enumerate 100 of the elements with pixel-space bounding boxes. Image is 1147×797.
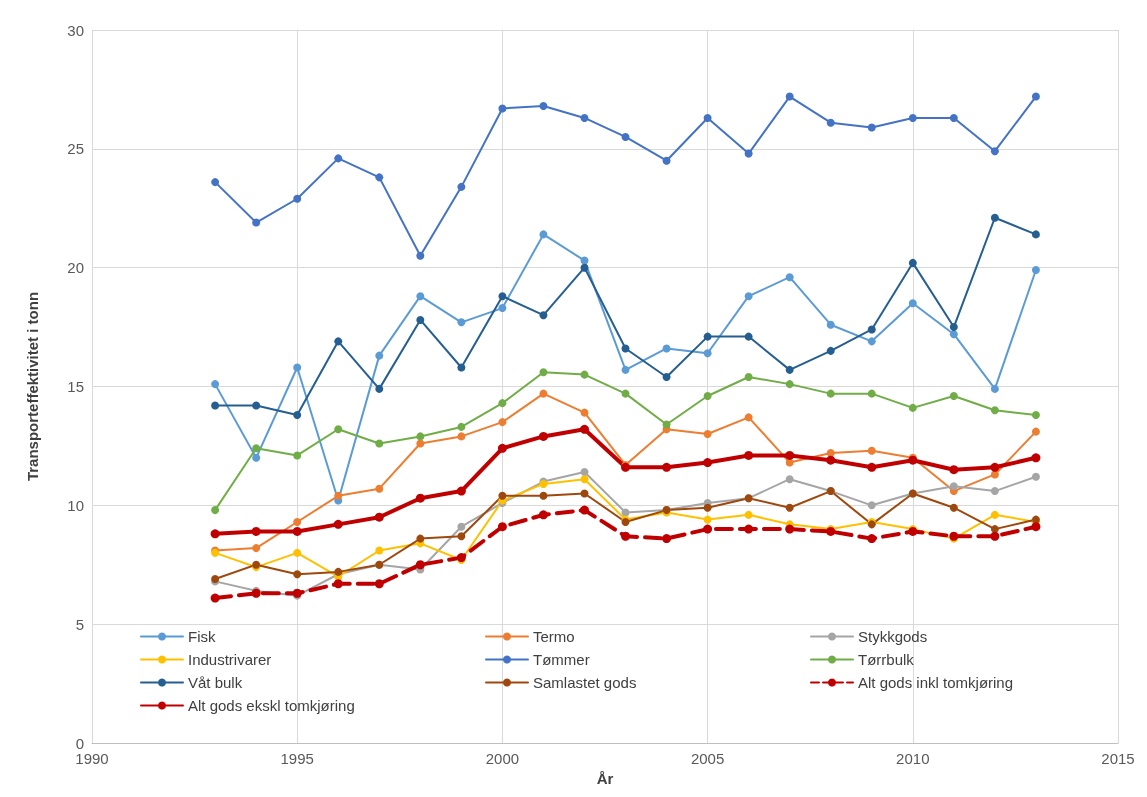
point [826,320,835,329]
point [867,325,876,334]
point [457,182,466,191]
point [662,420,671,429]
point [990,510,999,519]
point [375,351,384,360]
point [826,389,835,398]
point [990,487,999,496]
point [211,178,220,187]
x-tick-label: 2000 [485,750,520,767]
point [908,113,917,122]
legend-label: Alt gods ekskl tomkjøring [188,697,355,714]
point [415,493,425,503]
point [867,389,876,398]
point [375,484,384,493]
point [867,501,876,510]
point [1031,411,1040,420]
point [744,450,754,460]
point [990,406,999,415]
point [662,462,672,472]
point [703,430,712,439]
point [990,525,999,534]
point [580,256,589,265]
point [457,522,466,531]
point [1031,266,1040,275]
point [744,510,753,519]
y-tick-label: 20 [67,259,84,277]
point [539,389,548,398]
point [334,425,343,434]
point [1031,453,1041,463]
legend-label: Samlastet gods [533,674,637,691]
point [416,439,425,448]
point [621,389,630,398]
point [867,446,876,455]
point [949,323,958,332]
point [908,403,917,412]
point [621,531,631,541]
point [703,113,712,122]
point [990,531,1000,541]
point [539,311,548,320]
y-axis-title: Transporteffektivitet i tonn [24,291,41,482]
point [498,399,507,408]
point [662,156,671,165]
point [252,453,261,462]
point [210,593,220,603]
point [990,462,1000,472]
point [949,392,958,400]
point [703,332,712,341]
point [211,401,220,410]
point [908,258,917,267]
point [579,505,589,515]
point [457,318,466,327]
point [539,368,548,377]
point [374,512,384,522]
point [539,102,548,111]
point [949,330,958,339]
point [375,384,384,393]
point [498,304,507,313]
x-tick-label: 1995 [280,750,314,767]
point [292,526,302,536]
point [416,432,425,441]
point [785,92,794,101]
point [416,534,425,543]
point [744,292,753,301]
point [211,380,220,389]
point [580,489,589,498]
point [375,439,384,448]
point [416,251,425,260]
x-tick-label: 1990 [75,750,109,767]
point [498,292,507,301]
point [580,263,589,272]
point [1031,427,1040,436]
y-tick-label: 15 [67,378,84,395]
legend-label: Fisk [188,628,216,645]
point [293,517,302,526]
point [908,299,917,308]
point [498,104,507,113]
point [785,475,794,484]
point [703,503,712,512]
point [580,370,589,379]
point [334,337,343,346]
point [416,315,425,324]
y-tick-label: 25 [67,140,84,158]
point [457,422,466,431]
legend-label: Stykkgods [858,628,928,645]
point [744,524,754,534]
x-axis-title: År [596,769,614,787]
legend-label: Alt gods inkl tomkjøring [858,674,1014,691]
legend-label: Termo [533,628,575,645]
point [703,515,712,524]
point [990,213,999,222]
point [538,431,548,441]
point [538,510,548,520]
point [785,450,795,460]
point [334,491,343,500]
point [744,413,753,422]
point [949,482,958,491]
point [539,230,548,239]
point [662,344,671,353]
point [415,560,425,570]
